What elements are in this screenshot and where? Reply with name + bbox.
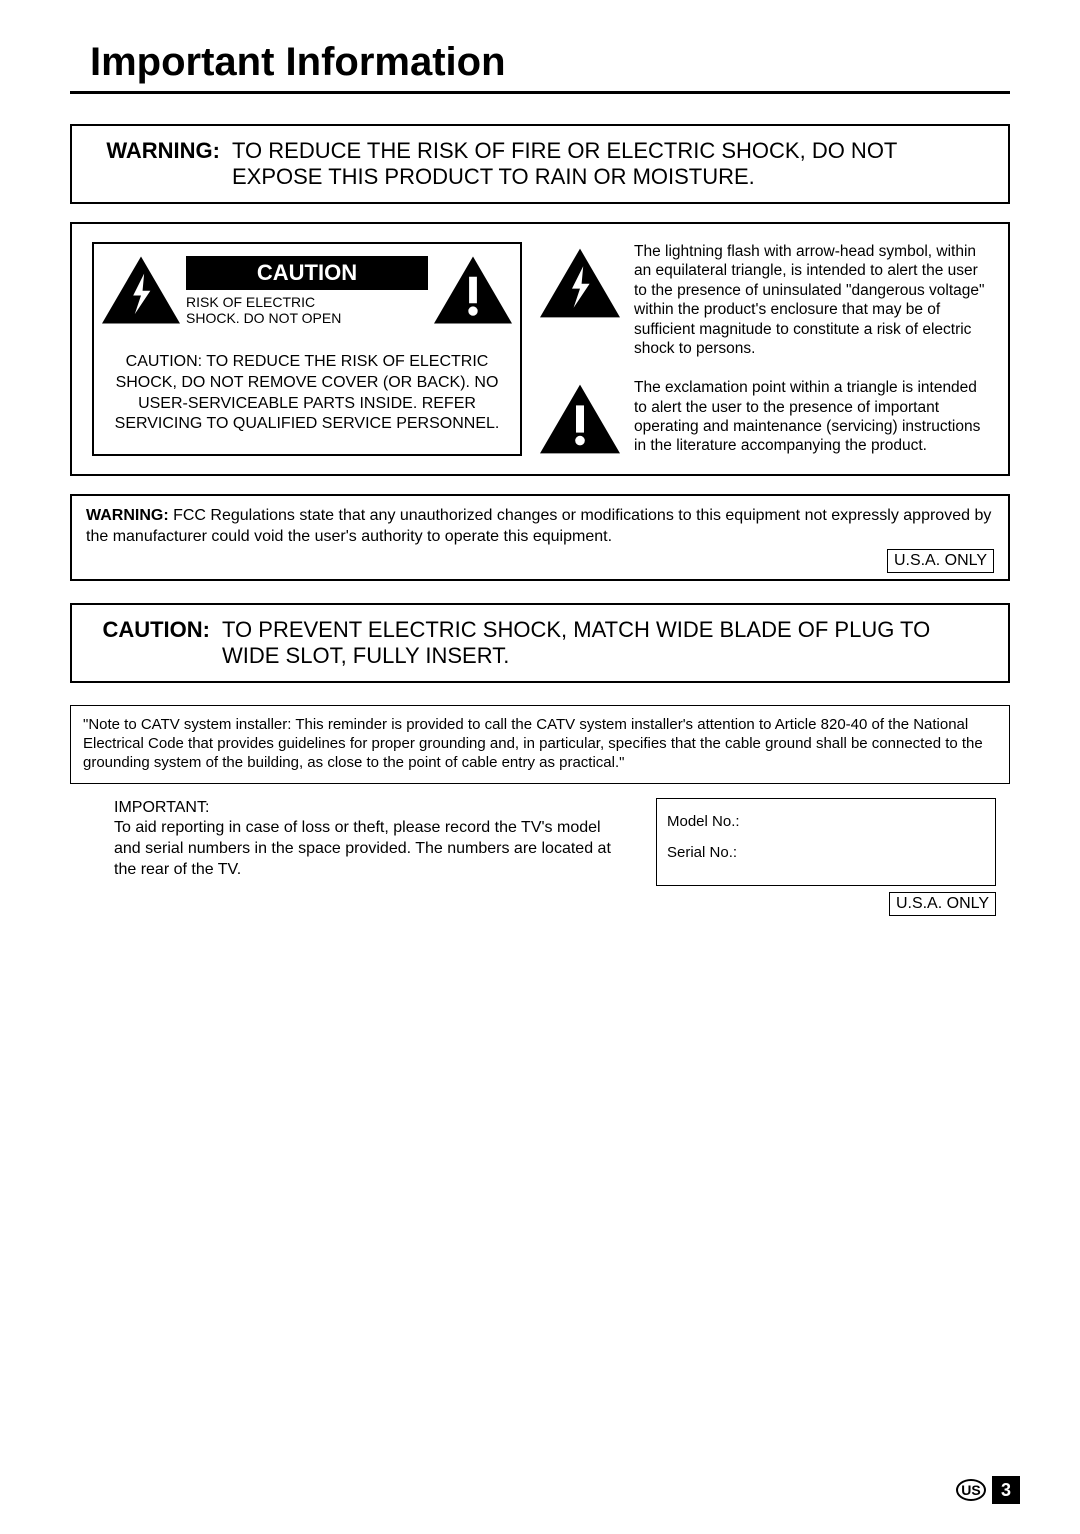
title-rule bbox=[70, 91, 1010, 94]
exclamation-triangle-icon bbox=[540, 384, 620, 454]
usa-only-badge: U.S.A. ONLY bbox=[889, 892, 996, 916]
us-region-badge: US bbox=[956, 1479, 986, 1501]
lightning-explanation: The lightning flash with arrow-head symb… bbox=[634, 242, 988, 358]
model-serial-box: Model No.: Serial No.: bbox=[656, 798, 996, 886]
catv-note-box: "Note to CATV system installer: This rem… bbox=[70, 705, 1010, 783]
important-heading: IMPORTANT: bbox=[114, 798, 616, 819]
usa-only-badge: U.S.A. ONLY bbox=[887, 549, 994, 573]
lightning-triangle-icon bbox=[540, 248, 620, 318]
caution-subtitle: RISK OF ELECTRIC SHOCK. DO NOT OPEN bbox=[186, 294, 356, 326]
important-text: To aid reporting in case of loss or thef… bbox=[114, 818, 616, 880]
fcc-warning-box: WARNING: FCC Regulations state that any … bbox=[70, 494, 1010, 582]
warning-text: TO REDUCE THE RISK OF FIRE OR ELECTRIC S… bbox=[232, 138, 988, 190]
caution2-label: CAUTION: bbox=[92, 617, 222, 669]
important-column: IMPORTANT: To aid reporting in case of l… bbox=[84, 798, 616, 916]
page-title: Important Information bbox=[70, 40, 1010, 85]
caution-title: CAUTION bbox=[186, 256, 428, 290]
model-no-label: Model No.: bbox=[667, 813, 985, 830]
fcc-label: WARNING: bbox=[86, 507, 169, 524]
caution-box-2: CAUTION: TO PREVENT ELECTRIC SHOCK, MATC… bbox=[70, 603, 1010, 683]
exclamation-explanation: The exclamation point within a triangle … bbox=[634, 378, 988, 456]
symbols-box: CAUTION RISK OF ELECTRIC SHOCK. DO NOT O… bbox=[70, 222, 1010, 476]
lightning-triangle-icon bbox=[102, 256, 180, 324]
page-footer: US 3 bbox=[956, 1476, 1020, 1504]
fcc-text: FCC Regulations state that any unauthori… bbox=[86, 507, 991, 545]
caution-panel: CAUTION RISK OF ELECTRIC SHOCK. DO NOT O… bbox=[92, 242, 522, 456]
exclamation-triangle-icon bbox=[434, 256, 512, 324]
serial-no-label: Serial No.: bbox=[667, 844, 985, 861]
caution2-text: TO PREVENT ELECTRIC SHOCK, MATCH WIDE BL… bbox=[222, 617, 988, 669]
caution-body: CAUTION: TO REDUCE THE RISK OF ELECTRIC … bbox=[102, 352, 512, 435]
warning-box: WARNING: TO REDUCE THE RISK OF FIRE OR E… bbox=[70, 124, 1010, 204]
warning-label: WARNING: bbox=[92, 138, 232, 190]
page-number: 3 bbox=[992, 1476, 1020, 1504]
